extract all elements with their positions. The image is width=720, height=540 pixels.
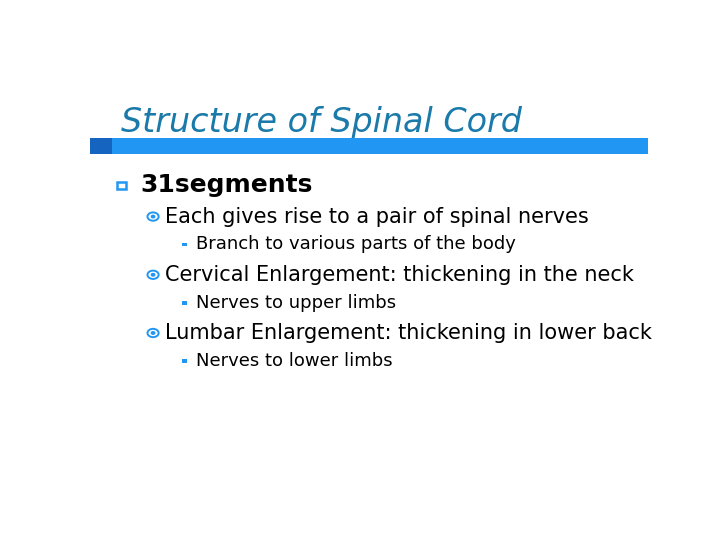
- Text: Nerves to upper limbs: Nerves to upper limbs: [196, 294, 396, 312]
- Text: Each gives rise to a pair of spinal nerves: Each gives rise to a pair of spinal nerv…: [166, 207, 589, 227]
- Text: Branch to various parts of the body: Branch to various parts of the body: [196, 235, 516, 253]
- Bar: [182, 359, 187, 363]
- Text: 31segments: 31segments: [140, 173, 312, 198]
- Text: Structure of Spinal Cord: Structure of Spinal Cord: [121, 106, 521, 139]
- Circle shape: [151, 215, 155, 218]
- Text: Nerves to lower limbs: Nerves to lower limbs: [196, 352, 392, 370]
- Circle shape: [151, 332, 155, 334]
- Bar: [90, 138, 112, 154]
- Text: Lumbar Enlargement: thickening in lower back: Lumbar Enlargement: thickening in lower …: [166, 323, 652, 343]
- Circle shape: [151, 274, 155, 276]
- Bar: [182, 242, 187, 246]
- Bar: [117, 182, 126, 188]
- Text: Cervical Enlargement: thickening in the neck: Cervical Enlargement: thickening in the …: [166, 265, 634, 285]
- Bar: [182, 301, 187, 305]
- Bar: [90, 138, 648, 154]
